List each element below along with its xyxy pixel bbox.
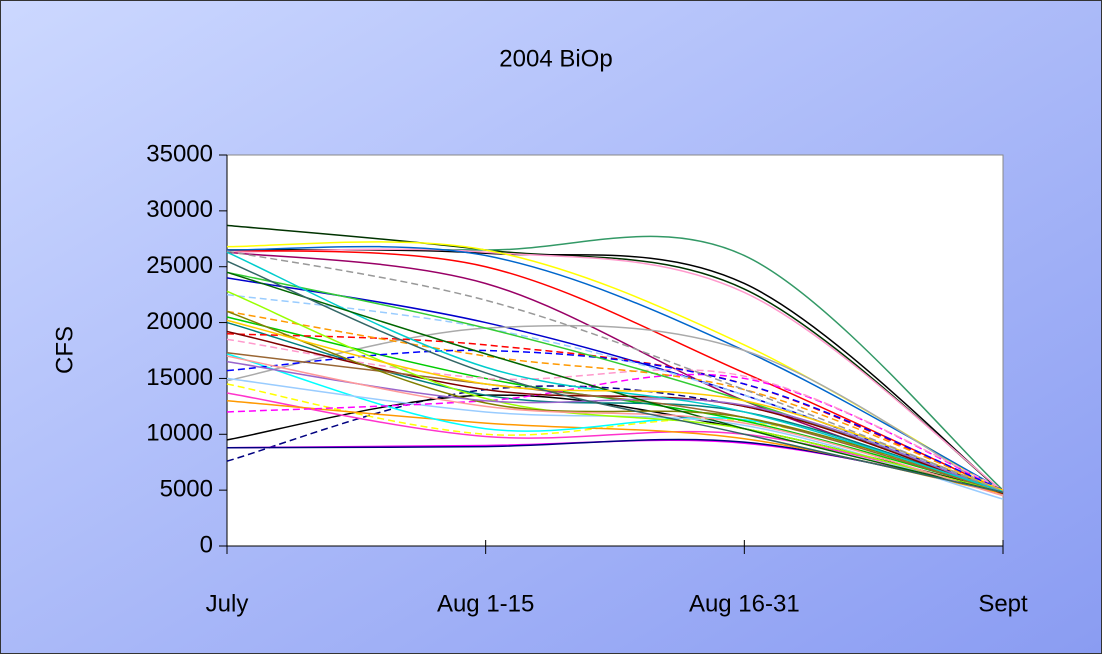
data-line [226, 290, 1004, 494]
x-tick-label: July [206, 590, 249, 617]
y-axis-label: CFS [51, 326, 78, 374]
data-line [226, 330, 1004, 495]
y-tick-label: 20000 [146, 308, 213, 335]
chart-title: 2004 BiOp [499, 45, 612, 72]
y-tick-label: 5000 [160, 475, 213, 502]
x-tick-label: Aug 1-15 [437, 590, 534, 617]
data-line [226, 271, 1004, 494]
data-line [226, 355, 1004, 497]
y-tick-label: 15000 [146, 364, 213, 391]
data-line [226, 245, 1004, 491]
data-line [226, 260, 1004, 494]
data-line [226, 310, 1004, 491]
data-line [226, 248, 1004, 492]
y-tick-label: 25000 [146, 252, 213, 279]
y-tick-label: 10000 [146, 420, 213, 447]
data-line [226, 316, 1004, 492]
y-tick-label: 35000 [146, 140, 213, 167]
data-line [226, 332, 1004, 492]
data-line [226, 310, 1004, 492]
y-tick-label: 30000 [146, 196, 213, 223]
data-line [226, 360, 1004, 494]
plot-area [226, 154, 1004, 547]
data-line [226, 250, 1004, 492]
data-line [226, 349, 1004, 491]
data-line [226, 385, 1004, 491]
data-line [226, 224, 1004, 493]
x-tick-label: Aug 16-31 [689, 590, 800, 617]
data-line [226, 351, 1004, 494]
x-tick-label: Sept [978, 590, 1028, 617]
y-tick-label: 0 [200, 531, 213, 558]
